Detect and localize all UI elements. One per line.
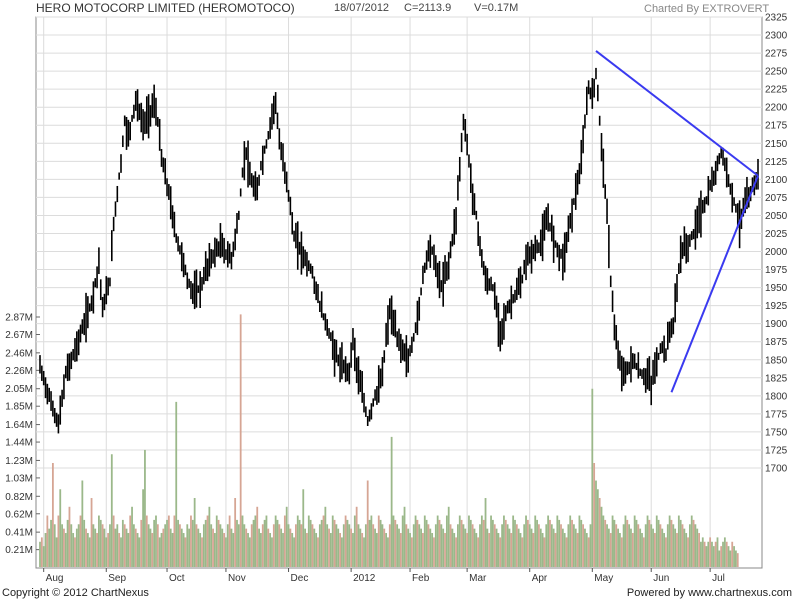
- volume-tick-label: 0.41M: [5, 528, 33, 539]
- volume-tick-label: 2.46M: [5, 348, 33, 359]
- price-tick-label: 1725: [765, 445, 788, 456]
- price-tick-label: 2075: [765, 193, 788, 204]
- price-tick-label: 2275: [765, 49, 788, 60]
- volume-tick-label: 2.67M: [5, 330, 33, 341]
- price-tick-label: 2025: [765, 229, 788, 240]
- time-tick-label: Mar: [469, 573, 487, 584]
- time-tick-label: Aug: [46, 573, 64, 584]
- price-tick-label: 1950: [765, 283, 788, 294]
- price-tick-label: 2100: [765, 175, 788, 186]
- time-tick-label: Apr: [532, 573, 548, 584]
- time-tick-label: Jul: [712, 573, 725, 584]
- volume-tick-label: 0.21M: [5, 545, 33, 556]
- time-tick-label: May: [594, 573, 613, 584]
- powered-by: Powered by www.chartnexus.com: [626, 587, 792, 599]
- plot-area: [35, 16, 763, 569]
- price-tick-label: 2225: [765, 85, 788, 96]
- price-tick-label: 1775: [765, 409, 788, 420]
- volume-tick-label: 1.23M: [5, 456, 33, 467]
- price-tick-label: 1925: [765, 301, 788, 312]
- volume-tick-label: 0.82M: [5, 492, 33, 503]
- volume-tick-label: 2.05M: [5, 384, 33, 395]
- price-tick-label: 1975: [765, 265, 788, 276]
- volume-tick-label: 1.44M: [5, 438, 33, 449]
- price-tick-label: 1800: [765, 391, 788, 402]
- trendline: [595, 50, 759, 177]
- time-tick-label: Feb: [412, 573, 430, 584]
- close-value: C=2113.9: [404, 2, 452, 14]
- price-tick-label: 2050: [765, 211, 788, 222]
- chart-date: 18/07/2012: [334, 2, 390, 14]
- price-tick-label: 2325: [765, 13, 788, 24]
- time-tick-label: Jun: [653, 573, 669, 584]
- time-tick-label: Nov: [228, 573, 246, 584]
- chart-title: HERO MOTOCORP LIMITED (HEROMOTOCO): [36, 1, 295, 15]
- charted-by: Charted By EXTROVERT: [644, 3, 770, 15]
- time-tick-label: Dec: [291, 573, 309, 584]
- price-tick-label: 1825: [765, 373, 788, 384]
- price-tick-label: 2300: [765, 31, 788, 42]
- price-tick-label: 1750: [765, 427, 788, 438]
- volume-value: V=0.17M: [474, 2, 519, 14]
- volume-tick-label: 1.64M: [5, 420, 33, 431]
- price-tick-label: 1900: [765, 319, 788, 330]
- volume-tick-label: 1.85M: [5, 402, 33, 413]
- time-tick-label: Oct: [169, 573, 185, 584]
- price-tick-label: 2200: [765, 103, 788, 114]
- price-tick-label: 2175: [765, 121, 788, 132]
- copyright: Copyright © 2012 ChartNexus: [2, 587, 149, 599]
- price-tick-label: 2150: [765, 139, 788, 150]
- volume-tick-label: 0.62M: [5, 509, 33, 520]
- price-tick-label: 1875: [765, 337, 788, 348]
- trendline: [670, 175, 759, 393]
- time-tick-label: Sep: [108, 573, 126, 584]
- price-tick-label: 2250: [765, 67, 788, 78]
- price-tick-label: 2000: [765, 247, 788, 258]
- time-tick-label: 2012: [353, 573, 376, 584]
- price-tick-label: 1850: [765, 355, 788, 366]
- volume-tick-label: 1.03M: [5, 473, 33, 484]
- volume-tick-label: 2.87M: [5, 312, 33, 323]
- volume-tick-label: 2.26M: [5, 366, 33, 377]
- price-tick-label: 1700: [765, 464, 788, 475]
- price-tick-label: 2125: [765, 157, 788, 168]
